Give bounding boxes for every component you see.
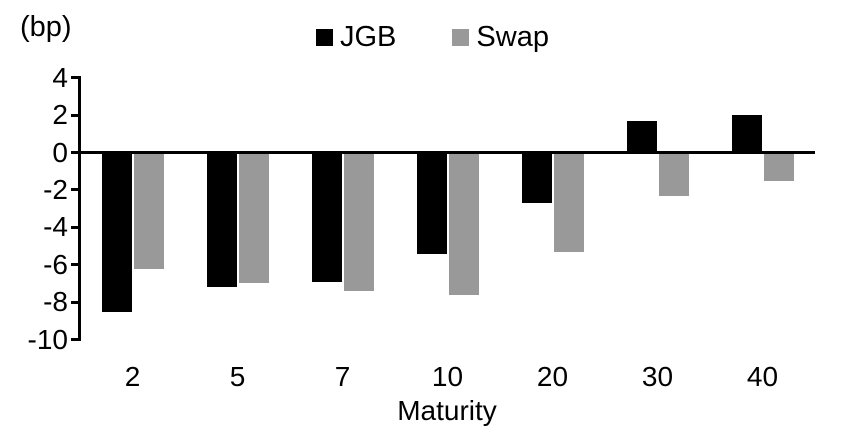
y-tick-mark bbox=[71, 76, 80, 80]
y-tick-label: 0 bbox=[52, 136, 68, 168]
y-tick-mark bbox=[71, 113, 80, 117]
legend-label-swap: Swap bbox=[476, 21, 549, 53]
legend-item-swap: Swap bbox=[452, 23, 549, 52]
bar-jgb-2 bbox=[101, 152, 132, 312]
x-tick-label: 7 bbox=[334, 361, 351, 392]
zero-axis-line bbox=[80, 151, 815, 154]
y-tick-label: 4 bbox=[52, 61, 68, 93]
x-tick-label: 40 bbox=[746, 361, 779, 392]
y-tick-mark bbox=[71, 338, 80, 342]
y-tick-mark bbox=[71, 300, 80, 304]
y-tick-label: -10 bbox=[27, 323, 68, 355]
x-tick-label: 2 bbox=[124, 361, 141, 392]
bar-swap-30 bbox=[658, 152, 689, 196]
y-axis-unit-label: (bp) bbox=[20, 11, 72, 43]
y-tick-label: -8 bbox=[43, 286, 68, 318]
x-axis-title: Maturity bbox=[397, 395, 497, 426]
bar-swap-20 bbox=[553, 152, 584, 252]
bar-jgb-20 bbox=[521, 152, 552, 204]
x-tick-label: 5 bbox=[229, 361, 246, 392]
legend: JGB Swap bbox=[316, 23, 549, 52]
y-tick-mark bbox=[71, 263, 80, 267]
y-tick-label: -6 bbox=[43, 248, 68, 280]
bar-swap-10 bbox=[448, 152, 479, 295]
bar-jgb-30 bbox=[626, 120, 657, 153]
bar-swap-7 bbox=[343, 152, 374, 291]
legend-label-jgb: JGB bbox=[340, 21, 397, 53]
bar-jgb-7 bbox=[311, 152, 342, 282]
x-tick-label: 10 bbox=[431, 361, 464, 392]
y-tick-label: -2 bbox=[43, 173, 68, 205]
jgb-swatch-icon bbox=[316, 29, 333, 46]
legend-item-jgb: JGB bbox=[316, 23, 396, 52]
bar-swap-2 bbox=[133, 152, 164, 269]
y-tick-mark bbox=[71, 151, 80, 154]
x-tick-label: 20 bbox=[536, 361, 569, 392]
x-tick-label: 30 bbox=[641, 361, 674, 392]
y-axis-line bbox=[77, 76, 81, 342]
bar-jgb-40 bbox=[731, 115, 762, 153]
y-tick-label: 2 bbox=[52, 99, 68, 131]
y-tick-label: -4 bbox=[43, 211, 68, 243]
y-tick-mark bbox=[71, 225, 80, 229]
bar-swap-5 bbox=[238, 152, 269, 284]
swap-swatch-icon bbox=[452, 29, 470, 46]
bar-swap-40 bbox=[763, 152, 794, 181]
bar-jgb-10 bbox=[416, 152, 447, 254]
bar-jgb-5 bbox=[206, 152, 237, 288]
y-tick-mark bbox=[71, 188, 80, 192]
